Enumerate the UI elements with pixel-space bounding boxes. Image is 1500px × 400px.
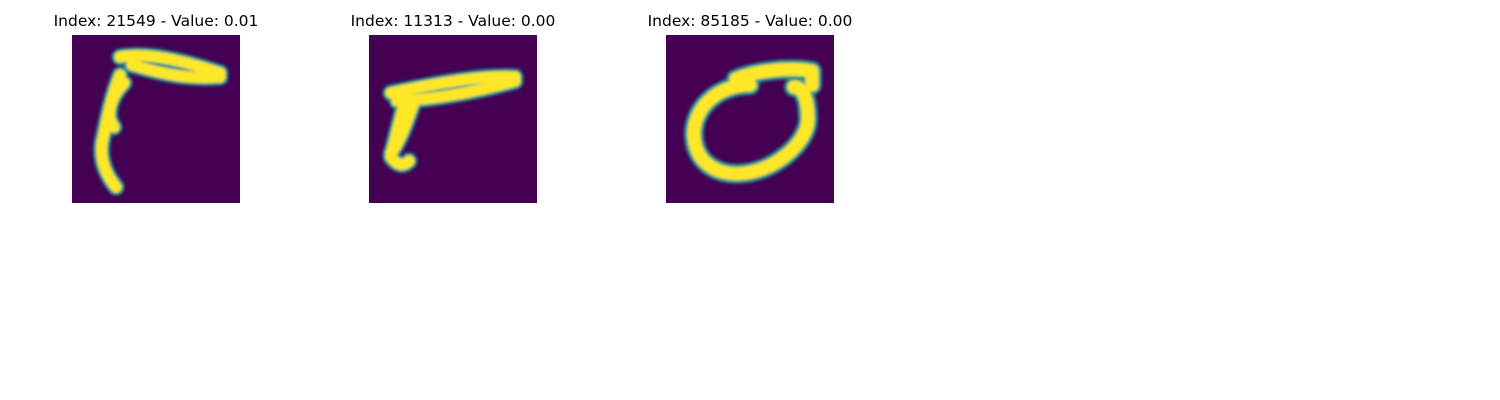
panel-title: Index: 85185 - Value: 0.00	[647, 12, 853, 30]
image-panel-3: Index: 85185 - Value: 0.00	[600, 0, 900, 210]
panel-title: Index: 11313 - Value: 0.00	[350, 12, 556, 30]
panel-title: Index: 21549 - Value: 0.01	[53, 12, 259, 30]
digit-image	[72, 35, 240, 203]
digit-image	[369, 35, 537, 203]
image-panel-2: Index: 11313 - Value: 0.00	[303, 0, 603, 210]
image-panel-1: Index: 21549 - Value: 0.01	[6, 0, 306, 210]
digit-image	[666, 35, 834, 203]
